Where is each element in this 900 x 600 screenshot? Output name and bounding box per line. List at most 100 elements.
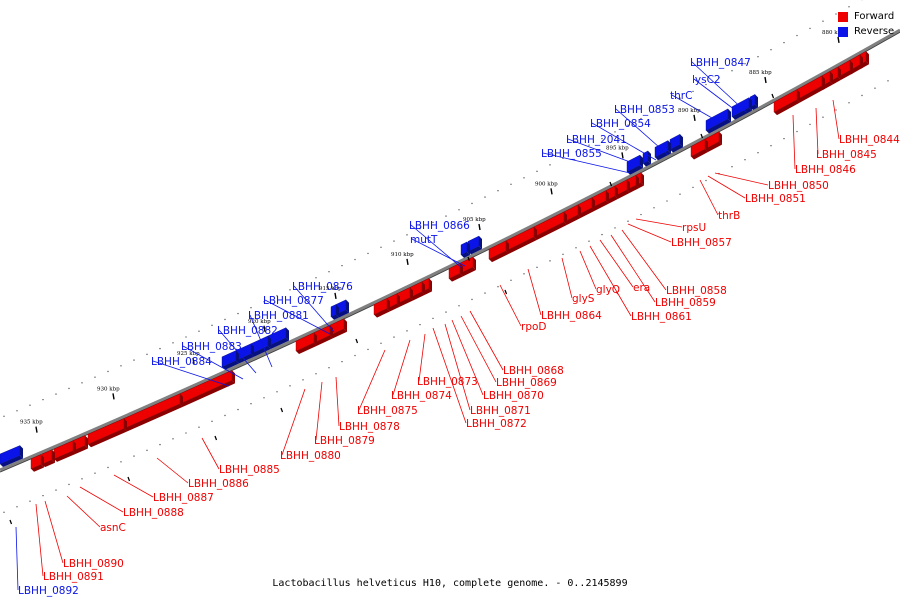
gene-shadow: [268, 335, 271, 349]
gene-face: [448, 262, 461, 279]
forward-gene-block: [773, 89, 800, 116]
gene-label: LBHH_0890: [63, 558, 124, 570]
gene-shadow: [728, 108, 731, 122]
scale-tick: [35, 426, 38, 433]
gene-label: LBHH_0858: [666, 285, 727, 297]
forward-gene-block: [563, 204, 581, 225]
guide-dot: [55, 489, 57, 491]
gene-leader-line: [156, 457, 189, 484]
gene-shadow: [73, 440, 76, 454]
gene-shadow: [615, 185, 618, 199]
forward-gene-block: [373, 298, 390, 318]
gene-leader-line: [113, 474, 154, 498]
scale-tick: [478, 223, 481, 231]
gene-shadow: [860, 54, 863, 68]
legend-label-forward: Forward: [854, 11, 895, 22]
gene-shadow: [705, 139, 708, 153]
guide-dot: [289, 289, 291, 291]
guide-dot: [237, 408, 239, 411]
guide-dot: [276, 295, 278, 297]
gene-shadow: [643, 160, 651, 167]
legend-label-reverse: Reverse: [854, 26, 895, 37]
guide-dot: [393, 336, 395, 338]
guide-dot: [250, 306, 252, 309]
gene-shadow: [429, 278, 432, 292]
gene-leader-line: [815, 107, 819, 155]
gene-leader-line: [152, 360, 230, 387]
guide-dot: [549, 164, 551, 166]
gene-shadow: [222, 360, 239, 370]
scale-tick-label: 905 kbp: [463, 217, 486, 223]
guide-dot: [224, 318, 226, 321]
forward-gene-block: [41, 449, 55, 468]
guide-dot: [237, 312, 239, 315]
gene-shadow: [797, 85, 825, 103]
gene-label: LBHH_0857: [671, 237, 732, 249]
gene-shadow: [387, 298, 390, 312]
gene-label: LBHH_0871: [470, 405, 531, 417]
gene-shadow: [330, 328, 347, 339]
guide-dot: [263, 397, 265, 399]
gene-label: LBHH_0844: [839, 134, 900, 146]
gene-leader-line: [714, 172, 769, 186]
gene-leader-line: [542, 152, 631, 174]
scale-tick-label: 930 kbp: [97, 386, 120, 392]
guide-dot: [42, 494, 44, 497]
guide-dot: [120, 365, 122, 367]
scale-tick: [112, 393, 115, 400]
guide-dot: [159, 347, 161, 350]
scale-tick: [263, 325, 266, 332]
guide-dot: [328, 367, 330, 369]
guide-dot: [471, 298, 473, 301]
gene-shadow: [534, 226, 537, 240]
guide-dot: [562, 253, 564, 256]
guide-dot: [406, 234, 408, 236]
guide-dot: [29, 404, 31, 406]
guide-dot: [731, 69, 733, 72]
gene-shadow: [592, 200, 609, 211]
guide-dot: [68, 483, 70, 486]
gene-shadow: [850, 60, 853, 74]
guide-dot: [146, 449, 148, 452]
scale-tick-label: 925 kbp: [177, 351, 200, 357]
gene-shadow: [31, 464, 44, 472]
guide-dot: [536, 266, 538, 269]
gene-leader-line: [358, 349, 386, 411]
gene-shadow: [88, 428, 127, 448]
gene-shadow: [449, 273, 463, 282]
gene-label: LBHH_0868: [503, 365, 564, 377]
guide-dot: [315, 277, 317, 279]
scale-tick: [550, 188, 553, 195]
guide-dot: [263, 301, 265, 303]
gene-shadow: [236, 353, 254, 364]
gene-leader-line: [599, 239, 634, 288]
gene-leader-line: [671, 94, 713, 119]
forward-gene-block: [591, 190, 609, 211]
gene-label: LBHH_0879: [314, 435, 375, 447]
gene-shadow: [387, 303, 400, 312]
gene-shadow: [578, 204, 581, 218]
gene-face: [221, 350, 237, 368]
reverse-gene-block: [642, 150, 651, 167]
guide-dot: [406, 330, 408, 332]
gene-label: LBHH_0875: [357, 405, 418, 417]
forward-gene-block: [396, 287, 413, 307]
scale-tick: [406, 258, 409, 265]
gene-shadow: [410, 291, 425, 301]
guide-dot: [16, 410, 18, 412]
gene-shadow: [251, 343, 254, 357]
gene-leader-line: [615, 108, 669, 156]
guide-dot: [133, 455, 135, 457]
guide-dot: [809, 27, 811, 30]
guide-dot: [94, 472, 96, 474]
guide-dot: [107, 370, 109, 373]
forward-gene-block: [605, 185, 618, 204]
gene-leader-line: [579, 250, 597, 290]
gene-leader-line: [610, 234, 656, 303]
gene-shadow: [606, 190, 609, 204]
guide-dot: [94, 376, 96, 378]
feature-marker: [504, 289, 508, 295]
gene-shadow: [592, 197, 595, 211]
guide-dot: [289, 385, 291, 387]
